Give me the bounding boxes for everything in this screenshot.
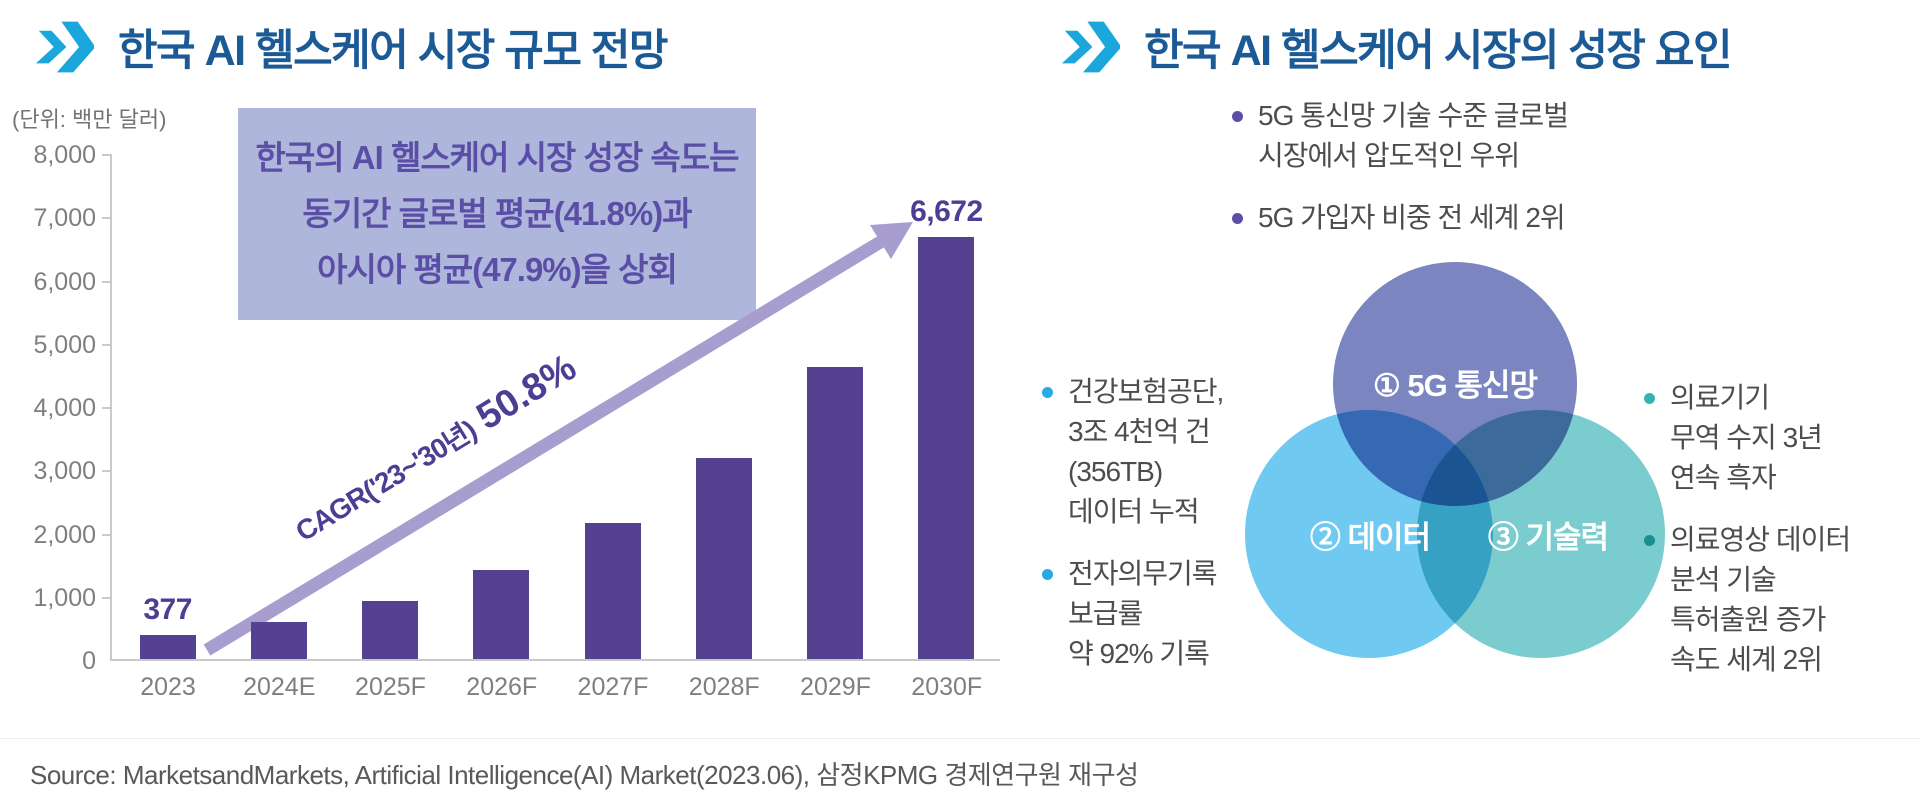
y-axis-tick-mark: [102, 217, 112, 220]
bar-2028F: [695, 457, 752, 659]
y-axis-tick-mark: [102, 533, 112, 536]
y-axis-tick-label: 4,000: [33, 394, 96, 422]
venn-circle-tech: [1417, 410, 1665, 658]
y-axis-tick-label: 1,000: [33, 583, 96, 612]
bullet-dot-icon: [1644, 393, 1655, 404]
bar-2024E: [250, 622, 307, 659]
bullet-item: 5G 통신망 기술 수준 글로벌 시장에서 압도적인 우위: [1232, 96, 1772, 176]
x-axis-tick-label: 2023: [140, 673, 196, 701]
left-panel-title: 한국 AI 헬스케어 시장 규모 전망: [36, 16, 668, 78]
bar-chart-plot-area: CAGR('23~'30년) 50.8% 8,000 7,000 6,000 5,00…: [33, 141, 1000, 701]
y-axis-tick-label: 7,000: [33, 204, 96, 233]
bar-value-label: 6,672: [910, 195, 983, 228]
bullet-dot-icon: [1042, 569, 1053, 580]
y-axis-tick-label: 2,000: [33, 520, 96, 549]
bullet-text: 건강보험공단, 3조 4천억 건 (356TB) 데이터 누적: [1068, 376, 1224, 527]
y-axis-tick-mark: [102, 280, 112, 283]
bullet-dot-icon: [1232, 111, 1243, 122]
axis-unit-label: (단위: 백만 달러): [12, 107, 167, 132]
bullet-item: 전자의무기록 보급률 약 92% 기록: [1042, 554, 1257, 674]
y-axis-tick-mark: [102, 343, 112, 346]
bar-2026F: [473, 570, 530, 659]
x-axis-tick-label: 2025F: [355, 673, 426, 701]
bullet-dot-icon: [1232, 213, 1243, 224]
venn-label-5g: ① 5G 통신망: [1373, 368, 1538, 403]
bar-value-label: 377: [143, 593, 192, 627]
callout-line: 동기간 글로벌 평균(41.8%)과: [302, 195, 692, 232]
double-chevron-icon: [1062, 21, 1120, 73]
y-axis-tick-label: 5,000: [33, 330, 96, 359]
bar-2030F: [918, 237, 975, 659]
y-axis-tick-label: 3,000: [33, 457, 96, 486]
x-axis-tick-label: 2024E: [243, 673, 316, 701]
y-axis-tick-mark: [102, 470, 112, 473]
bullet-dot-icon: [1042, 387, 1053, 398]
x-axis-tick-label: 2027F: [577, 673, 649, 701]
callout-line: 아시아 평균(47.9%)을 상회: [317, 251, 678, 288]
callout-line: 한국의 AI 헬스케어 시장 성장 속도는: [255, 139, 740, 176]
bar-2025F: [362, 600, 419, 659]
venn-diagram: ① 5G 통신망 ② 데이터 ③ 기술력: [1245, 262, 1665, 682]
venn-label-data: ② 데이터: [1309, 520, 1431, 555]
y-axis-tick-label: 0: [82, 647, 96, 675]
bullet-item: 의료기기 무역 수지 3년 연속 흑자: [1644, 378, 1904, 498]
page-title: 한국 AI 헬스케어 시장의 성장 요인: [1144, 27, 1733, 75]
top-bullet-list: 5G 통신망 기술 수준 글로벌 시장에서 압도적인 우위 5G 가입자 비중 전…: [1232, 96, 1772, 260]
bullet-text: 의료영상 데이터 분석 기술 특허출원 증가 속도 세계 2위: [1670, 524, 1851, 675]
right-panel-title: 한국 AI 헬스케어 시장의 성장 요인: [1062, 16, 1733, 78]
bullet-text: 전자의무기록 보급률 약 92% 기록: [1068, 558, 1218, 669]
bullet-text: 의료기기 무역 수지 3년 연속 흑자: [1670, 382, 1823, 493]
double-chevron-icon: [36, 21, 94, 73]
bullet-item: 건강보험공단, 3조 4천억 건 (356TB) 데이터 누적: [1042, 372, 1257, 532]
bullet-item: 5G 가입자 비중 전 세계 2위: [1232, 198, 1772, 238]
x-axis-tick-label: 2028F: [688, 673, 760, 701]
y-axis-tick-mark: [102, 154, 112, 156]
footer: Source: MarketsandMarkets, Artificial In…: [0, 738, 1920, 792]
x-axis-tick-label: 2029F: [800, 673, 871, 701]
y-axis-tick-mark: [102, 407, 112, 409]
y-axis-tick-label: 6,000: [33, 267, 96, 296]
x-axis-tick-label: 2026F: [466, 673, 538, 701]
bar-2023: [139, 635, 196, 659]
bullet-text: 5G 가입자 비중 전 세계 2위: [1258, 202, 1566, 233]
x-axis-tick-label: 2030F: [911, 673, 983, 701]
page-title: 한국 AI 헬스케어 시장 규모 전망: [118, 27, 668, 75]
venn-label-tech: ③ 기술력: [1487, 520, 1609, 555]
bullet-text: 5G 통신망 기술 수준 글로벌 시장에서 압도적인 우위: [1258, 100, 1569, 171]
y-axis-tick-label: 8,000: [33, 141, 96, 169]
growth-arrow: [203, 222, 913, 656]
bar-2027F: [584, 523, 641, 659]
callout-box: 한국의 AI 헬스케어 시장 성장 속도는 동기간 글로벌 평균(41.8%)과…: [238, 108, 756, 320]
source-citation: Source: MarketsandMarkets, Artificial In…: [30, 760, 1139, 790]
bar-2029F: [807, 366, 864, 659]
y-axis-tick-mark: [102, 596, 112, 599]
bullet-item: 의료영상 데이터 분석 기술 특허출원 증가 속도 세계 2위: [1644, 520, 1904, 680]
